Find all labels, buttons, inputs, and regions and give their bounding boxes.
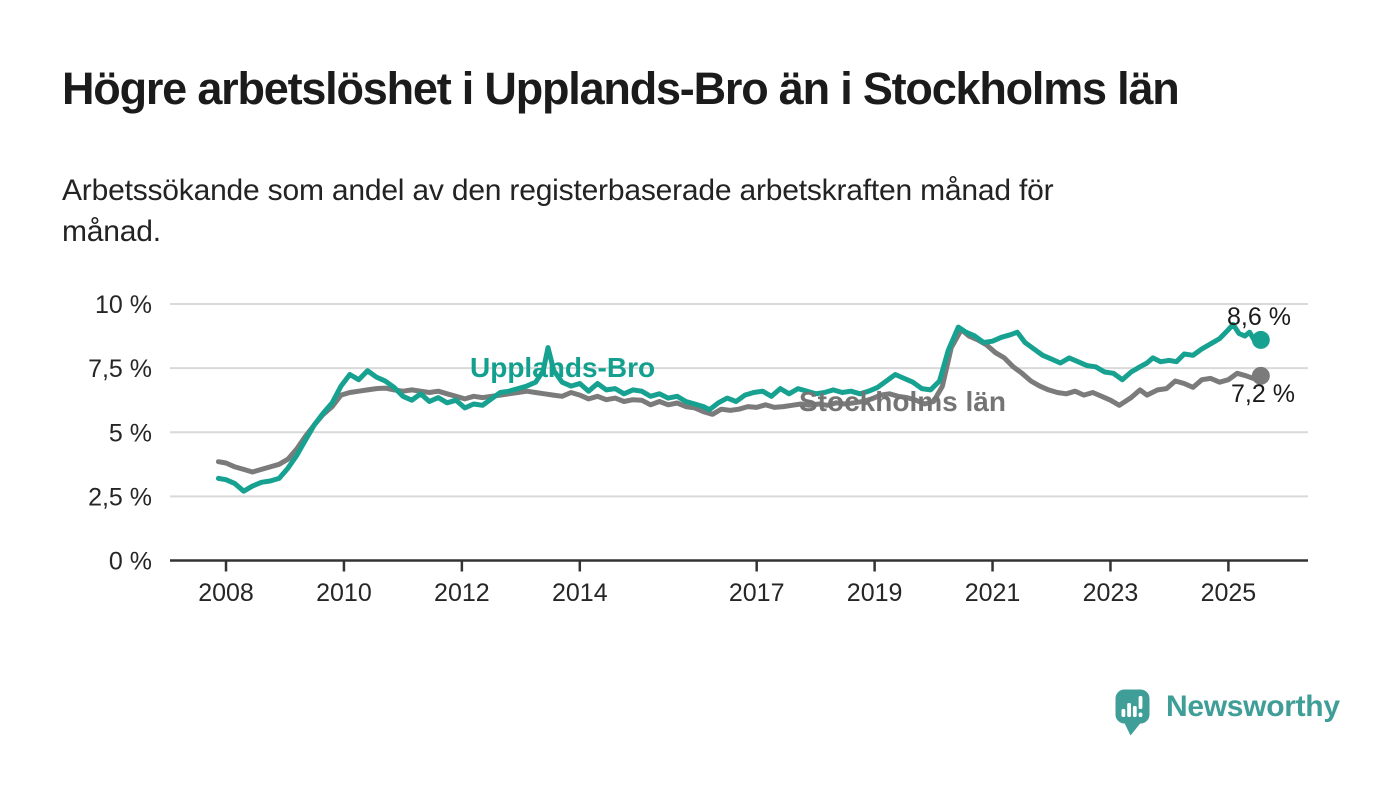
series-end-dot-upplands-bro (1251, 330, 1270, 349)
page-subtitle: Arbetssökande som andel av den registerb… (62, 170, 1054, 252)
series-line-stockholms-lan (215, 327, 1264, 475)
subtitle-line-1: Arbetssökande som andel av den registerb… (62, 174, 1054, 207)
y-axis-tick-label: 7,5 % (88, 355, 152, 383)
y-axis-tick-label: 5 % (109, 419, 152, 447)
x-axis-tick-label: 2008 (198, 579, 254, 607)
end-value-label-stockholms-lan: 7,2 % (1231, 380, 1295, 408)
x-axis-tick-label: 2025 (1201, 579, 1257, 607)
x-axis-tick-label: 2023 (1083, 579, 1139, 607)
x-axis-tick-label: 2021 (965, 579, 1021, 607)
end-value-label-upplands-bro: 8,6 % (1227, 303, 1291, 331)
x-axis-tick-label: 2014 (552, 579, 608, 607)
series-label-stockholms-lan: Stockholms län (799, 386, 1006, 417)
y-axis-tick-label: 0 % (109, 548, 152, 576)
x-axis-tick-label: 2017 (729, 579, 785, 607)
series-label-upplands-bro: Upplands-Bro (470, 352, 656, 383)
newsworthy-bar-chart-bubble-icon (1115, 689, 1150, 736)
series-end-dot-stockholms-lan (1251, 366, 1270, 385)
newsworthy-logo: Newsworthy (1114, 688, 1340, 738)
x-axis-tick-label: 2019 (847, 579, 903, 607)
y-axis-tick-label: 10 % (95, 291, 152, 319)
x-axis-tick-label: 2010 (316, 579, 372, 607)
series-line-upplands-bro (215, 322, 1264, 494)
x-axis-tick-label: 2012 (434, 579, 490, 607)
y-axis-tick-label: 2,5 % (88, 483, 152, 511)
page-title: Högre arbetslöshet i Upplands-Bro än i S… (62, 63, 1180, 114)
newsworthy-logo-text: Newsworthy (1166, 690, 1340, 723)
subtitle-line-2: månad. (62, 215, 161, 248)
